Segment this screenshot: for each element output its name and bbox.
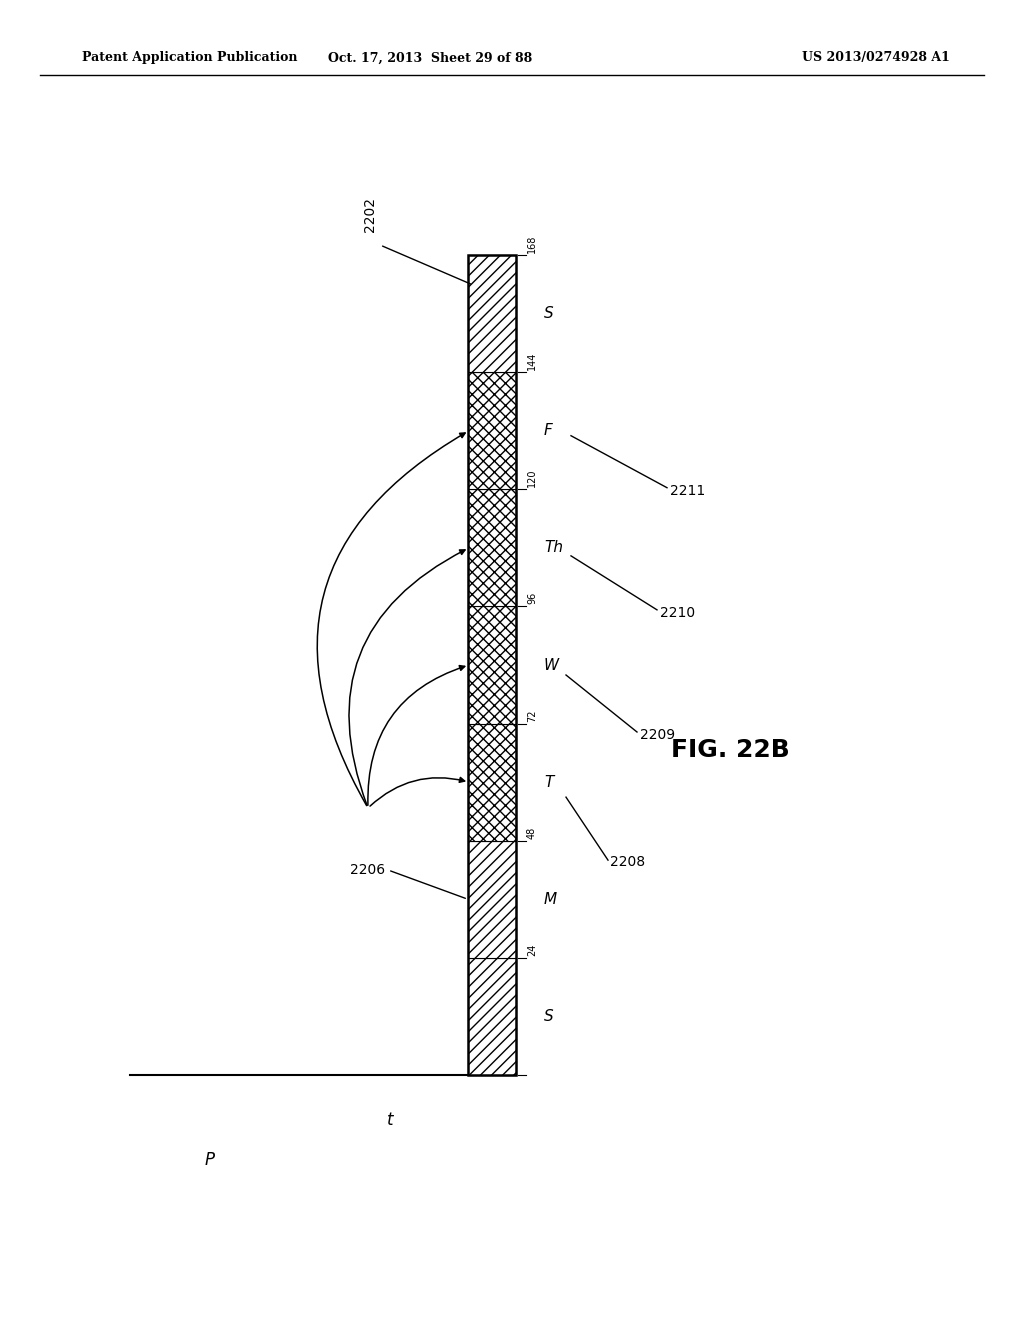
Text: 2211: 2211 [670,483,706,498]
Text: S: S [544,1008,554,1024]
Text: 2210: 2210 [660,606,695,620]
Text: 48: 48 [527,826,537,838]
Text: 168: 168 [527,235,537,253]
Bar [468,958,516,1074]
Bar [468,255,516,372]
Text: P: P [205,1151,215,1170]
Bar [468,372,516,490]
Text: 96: 96 [527,593,537,605]
Text: M: M [544,892,557,907]
Bar [468,606,516,723]
Text: T: T [544,775,553,789]
Text: 2209: 2209 [640,729,675,742]
Text: Oct. 17, 2013  Sheet 29 of 88: Oct. 17, 2013 Sheet 29 of 88 [328,51,532,65]
Text: 24: 24 [527,944,537,956]
Bar [468,255,516,1074]
Bar [468,723,516,841]
Text: 72: 72 [527,709,537,722]
Text: 120: 120 [527,469,537,487]
Bar [468,841,516,958]
Text: Patent Application Publication: Patent Application Publication [82,51,298,65]
Text: FIG. 22B: FIG. 22B [671,738,790,762]
Text: Th: Th [544,540,563,556]
Text: 2206: 2206 [350,863,385,876]
Text: S: S [544,306,554,321]
Text: 144: 144 [527,351,537,370]
Text: t: t [387,1111,393,1129]
Bar [468,490,516,606]
Text: 2208: 2208 [610,855,645,869]
Text: F: F [544,424,553,438]
Text: US 2013/0274928 A1: US 2013/0274928 A1 [802,51,950,65]
Text: W: W [544,657,559,672]
Text: 2202: 2202 [362,198,377,232]
